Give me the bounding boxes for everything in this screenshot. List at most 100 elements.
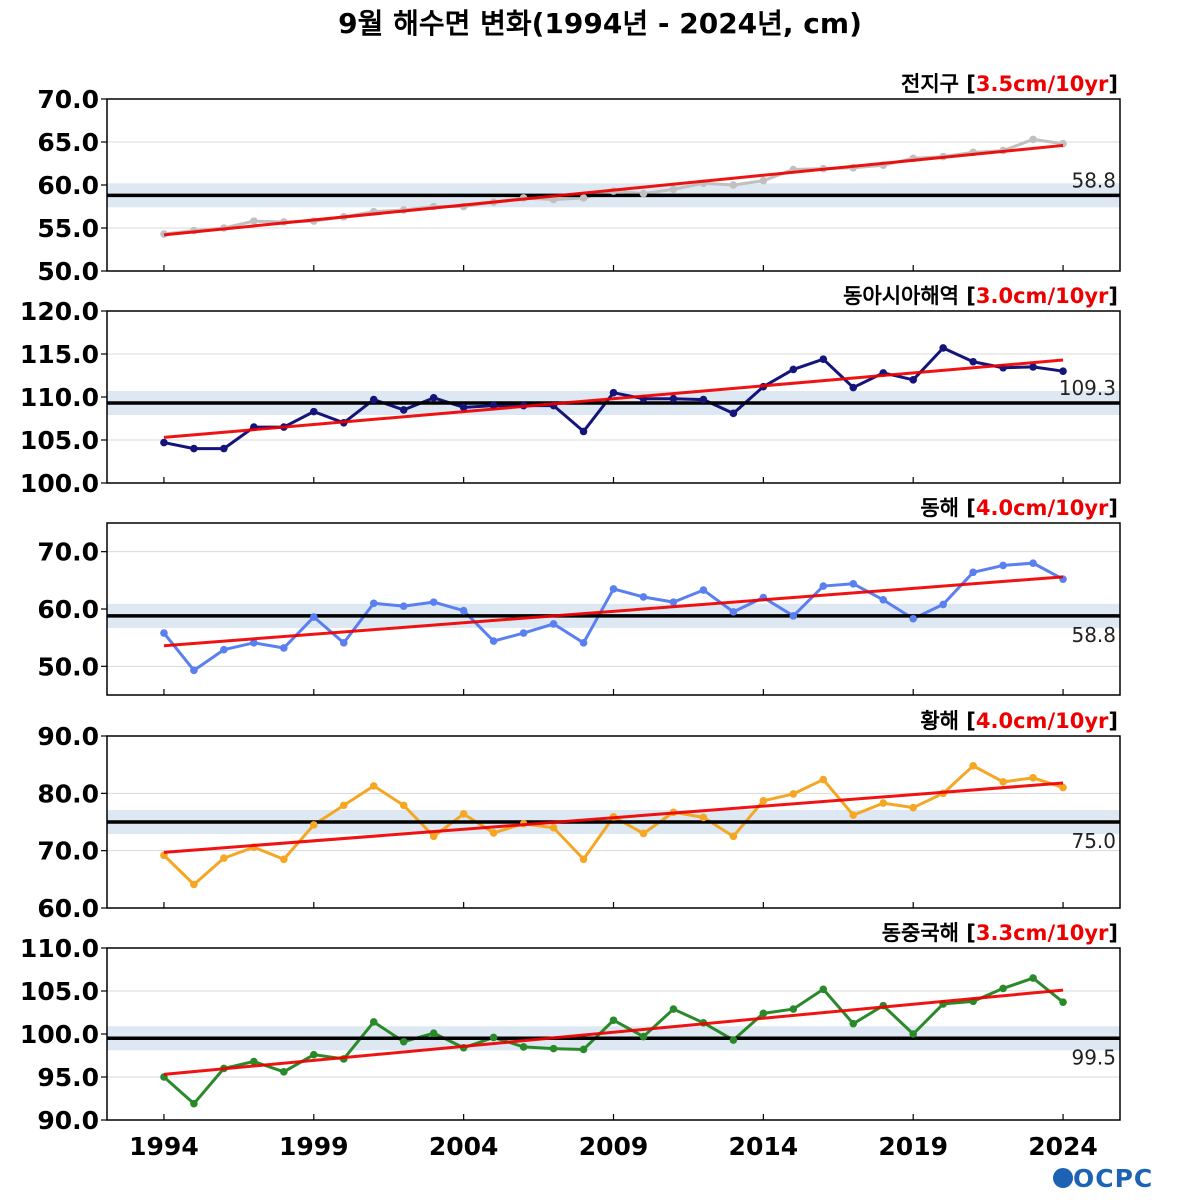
data-point [399,1037,408,1046]
y-tick-label: 60.0 [37,595,99,624]
data-point [909,1030,918,1038]
data-point [1059,783,1067,792]
data-point [669,598,678,606]
data-point [579,427,588,436]
y-tick-label: 50.0 [37,652,99,681]
data-point [969,762,977,770]
data-point [579,1045,588,1054]
y-tick-label: 50.0 [37,257,99,286]
data-point [1029,135,1037,144]
data-point [309,613,318,621]
chart-title: 9월 해수면 변화(1994년 - 2024년, cm) [338,7,862,40]
y-tick-label: 55.0 [37,214,99,243]
data-point [789,1005,798,1013]
data-point [369,1018,378,1026]
data-point [220,444,228,453]
data-point [609,1016,618,1025]
panel-name: 동아시아해역 [ [843,284,976,308]
data-point [819,775,828,784]
data-point [609,388,618,397]
data-point [1059,998,1067,1006]
data-point [190,880,198,889]
y-tick-label: 90.0 [37,722,99,751]
data-point [969,568,977,577]
trend-line [163,143,1064,237]
data-point [429,598,438,606]
data-point [999,778,1007,786]
y-tick-label: 70.0 [37,837,99,866]
data-point [190,444,198,453]
data-point [190,666,198,675]
data-point [339,639,348,647]
data-point [459,606,468,615]
y-tick-label: 110.0 [20,383,99,412]
mean-value-label: 75.0 [1071,829,1116,853]
panel-plot-area [107,551,1120,675]
x-tick-label: 1999 [279,1132,349,1161]
data-point [309,821,318,829]
y-tick-label: 60.0 [37,894,99,923]
panel-name: 전지구 [ [901,72,976,96]
data-point [220,645,228,654]
data-point [519,1043,528,1051]
data-point [849,1019,858,1028]
panel-1: 100.0 105.0 110.0 115.0 120.0 동아시아해역 [3.0cm/1… [20,284,1121,498]
panel-title: 동아시아해역 [3.0cm/10yr] [843,284,1118,308]
data-point [909,376,918,384]
panel-plot-area [107,948,1120,1120]
data-point [789,790,798,798]
data-point [639,829,648,838]
data-point [609,585,618,593]
data-point [549,823,558,832]
data-point [849,383,858,392]
x-tick-label: 2024 [1028,1132,1098,1161]
panel-bracket: ] [1108,709,1118,733]
panel-4: 90.0 95.0 100.0 105.0 110.0 동중국해 [3.3cm/10yr]… [20,921,1121,1135]
data-point [579,855,588,864]
data-point [759,1009,768,1018]
logo-text: OCPC [1073,1164,1153,1193]
data-point [369,782,378,790]
data-point [729,181,738,189]
panel-rate: 4.0cm/10yr [976,496,1109,520]
panel-name: 동해 [ [920,496,976,520]
data-point [909,614,918,623]
data-point [399,602,408,610]
data-point [579,639,588,647]
panel-title: 황해 [4.0cm/10yr] [920,709,1118,733]
data-point [729,409,738,418]
data-point [879,799,888,807]
y-tick-label: 100.0 [20,469,99,498]
panel-rate: 4.0cm/10yr [976,709,1109,733]
y-tick-label: 105.0 [20,426,99,455]
x-tick-label: 2009 [579,1132,649,1161]
data-point [639,1032,648,1041]
data-point [819,582,828,590]
data-point [639,189,648,198]
data-point [819,985,828,994]
data-point [429,394,438,402]
logo-globe-icon [1053,1168,1073,1188]
panel-name: 동중국해 [ [882,921,976,945]
data-point [999,561,1007,570]
y-tick-label: 105.0 [20,977,99,1006]
mean-value-label: 58.8 [1071,168,1116,192]
data-point [1059,367,1067,376]
panel-bracket: ] [1108,496,1118,520]
data-point [459,810,468,818]
data-point [849,579,858,588]
panel-rate: 3.5cm/10yr [976,72,1109,96]
data-point [309,407,318,416]
data-point [339,801,348,810]
panel-bracket: ] [1108,284,1118,308]
data-point [759,176,768,185]
panel-bracket: ] [1108,921,1118,945]
y-tick-label: 90.0 [37,1106,99,1135]
panels: 50.0 55.0 60.0 65.0 70.0 전지구 [3.5cm/10yr] 58.8… [20,72,1121,1135]
data-point [699,813,708,822]
data-point [729,832,738,841]
mean-value-label: 58.8 [1071,623,1116,647]
data-point [280,855,288,864]
data-point [1029,363,1037,371]
data-point [459,403,468,412]
